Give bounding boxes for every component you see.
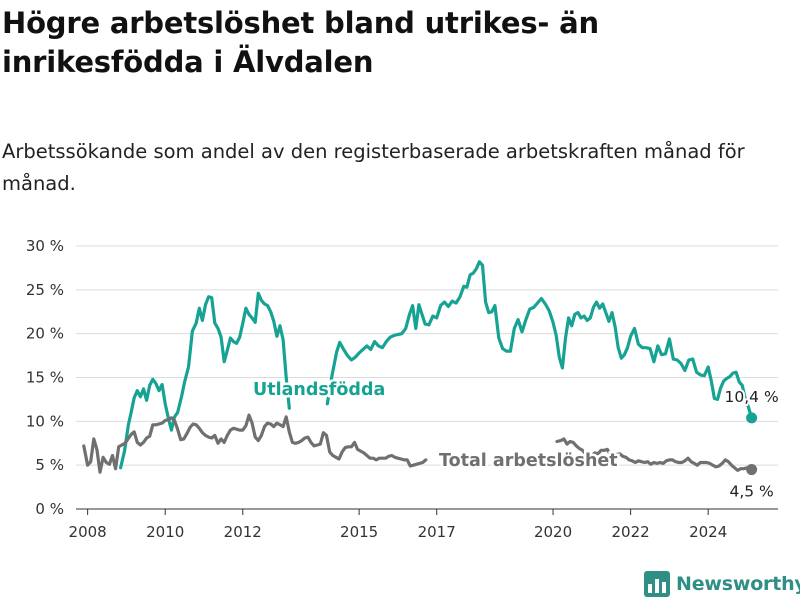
y-tick-label: 0 % [35,500,64,518]
end-label-total: 4,5 % [729,483,773,501]
end-label-utland: 10,4 % [725,388,779,406]
x-tick-label: 2008 [69,523,107,541]
x-tick-label: 2015 [340,523,378,541]
x-tick-label: 2024 [689,523,727,541]
y-tick-label: 20 % [26,325,64,343]
chart-subtitle: Arbetssökande som andel av den registerb… [2,140,745,195]
series-label-total: Total arbetslöshet [439,451,618,471]
end-point-utland [746,412,758,424]
y-tick-label: 25 % [26,281,64,299]
brand-name: Newsworthy [676,573,800,595]
x-tick-label: 2020 [534,523,572,541]
y-tick-label: 10 % [26,412,64,430]
series-line-utland [325,260,754,420]
x-tick-label: 2012 [224,523,262,541]
newsworthy-logo[interactable]: Newsworthy [644,570,800,598]
x-tick-label: 2022 [612,523,650,541]
x-tick-label: 2017 [418,523,456,541]
series-line-total [82,413,428,474]
y-tick-label: 15 % [26,369,64,387]
series-label-utlandsfodda: Utlandsfödda [253,380,385,400]
chart-title: Högre arbetslöshet bland utrikes- än inr… [2,6,599,79]
y-tick-label: 30 % [26,237,64,255]
x-tick-label: 2010 [146,523,184,541]
series-line-utland [119,291,291,470]
bar-chart-icon [644,571,670,597]
y-tick-label: 5 % [35,456,64,474]
end-point-total [746,464,758,476]
series-line-total [555,437,754,472]
